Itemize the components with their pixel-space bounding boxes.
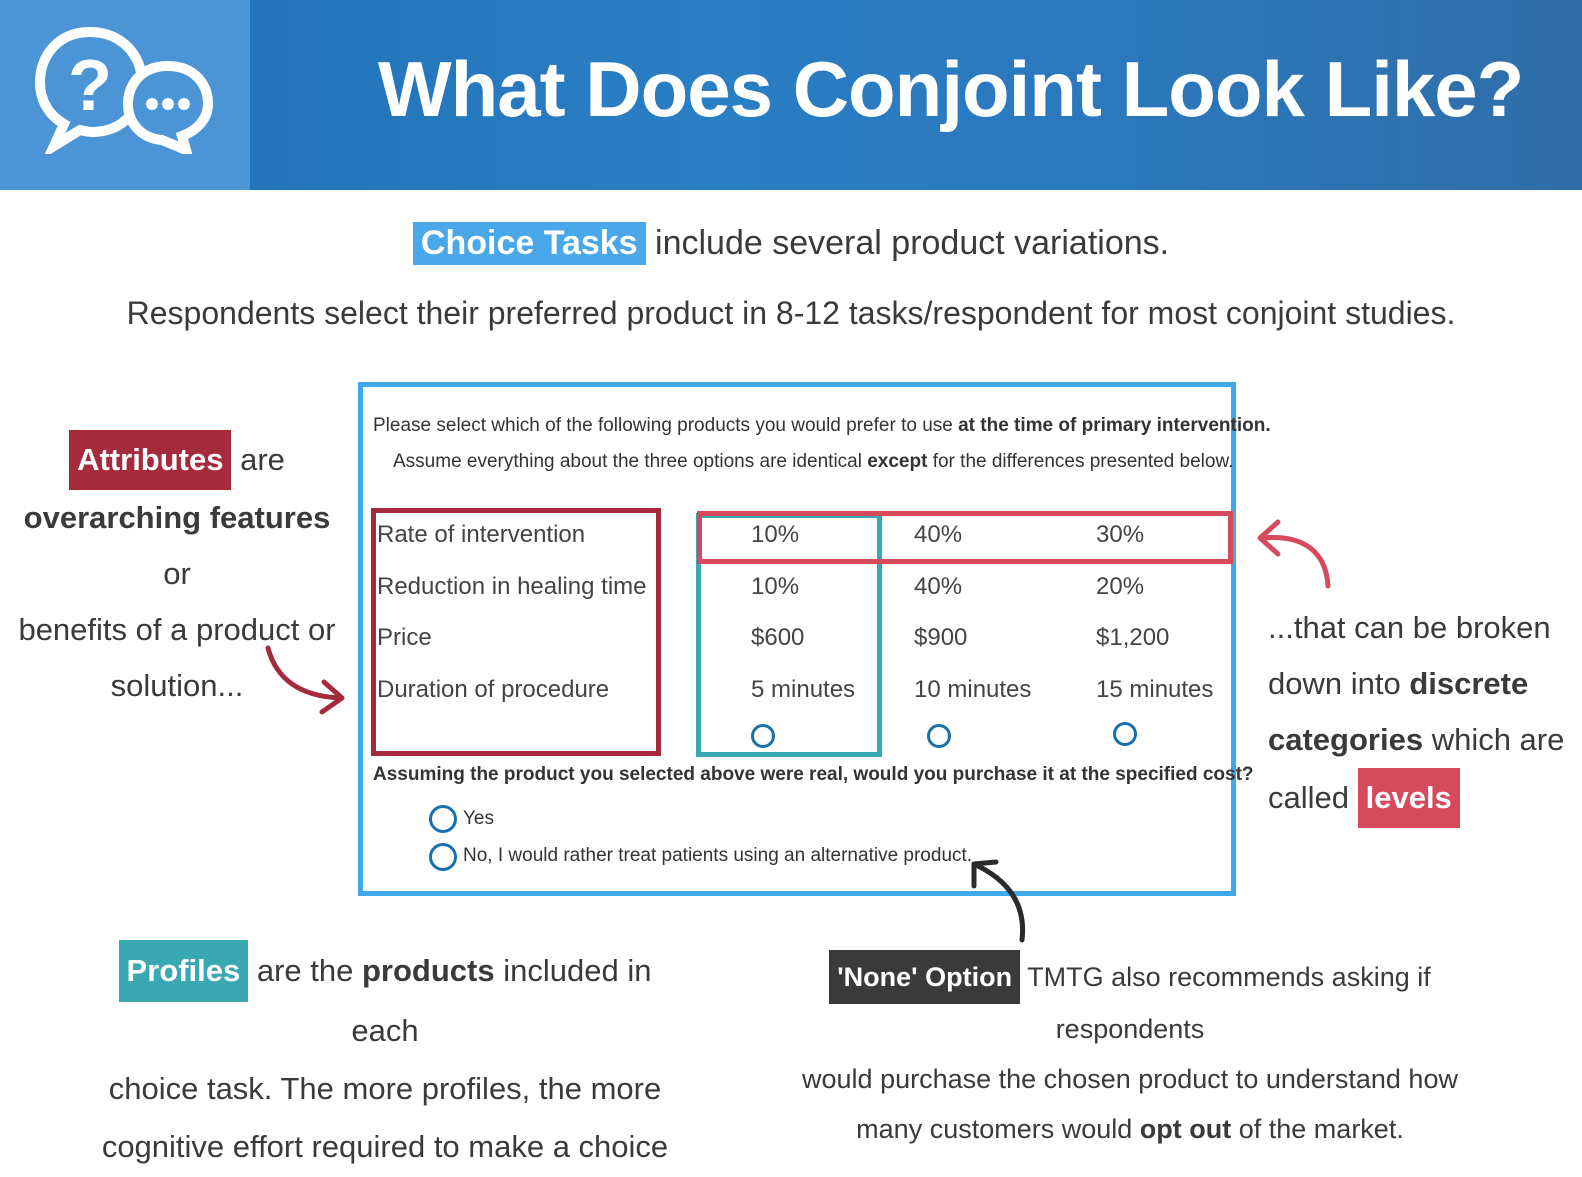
levels-note-bold: discrete [1409,666,1529,701]
profile-3-value: $1,200 [1096,624,1170,651]
profiles-note-text: are the [248,953,362,988]
svg-text:?: ? [68,46,112,126]
levels-note-text: which are [1423,722,1565,757]
yes-label: Yes [463,808,494,829]
profile-2-value: 40% [914,521,963,548]
levels-note-text: ...that can be broken [1268,610,1551,645]
none-option-arrow-icon [971,859,1026,943]
survey-assumption-text: Assume everything about the three option… [393,451,868,472]
profiles-note-text: included in each [351,953,652,1048]
survey-question-bold: at the time of primary intervention. [958,415,1271,436]
profile-2-value: 10 minutes [914,676,1032,703]
profiles-highlight: Profiles [118,940,249,1002]
attributes-note-text: solution... [110,668,244,703]
none-option-note: 'None' Option TMTG also recommends askin… [780,950,1480,1154]
attribute-label: Price [377,624,432,651]
attributes-arrow-icon [265,645,345,715]
attribute-label: Reduction in healing time [377,573,647,600]
choice-tasks-highlight: Choice Tasks [412,222,646,265]
yes-radio[interactable] [429,805,457,833]
attributes-note: Attributes are overarching features or b… [14,430,340,714]
profile-1-value: $600 [751,624,805,651]
levels-highlight: levels [1357,768,1460,828]
none-option-bold: opt out [1139,1114,1232,1144]
page-title: What Does Conjoint Look Like? [378,45,1524,133]
attributes-note-text: or [163,556,191,591]
no-label: No, I would rather treat patients using … [463,845,973,866]
profile-3-value: 30% [1096,521,1145,548]
profile-1-radio[interactable] [751,724,775,748]
profiles-note-bold: products [362,953,495,988]
levels-note-text: down into [1268,666,1410,701]
profile-2-value: 40% [914,573,963,600]
levels-note-text: called [1268,780,1358,815]
profile-2-radio[interactable] [927,724,951,748]
attributes-note-text: benefits of a product or [18,612,336,647]
none-option-text: would purchase the chosen product to und… [802,1064,1458,1094]
intro-line-1-text: include several product variations. [645,224,1170,262]
profile-3-value: 20% [1096,573,1145,600]
levels-box [697,511,1233,564]
none-option-highlight: 'None' Option [829,950,1021,1004]
attributes-highlight: Attributes [69,430,232,490]
header-icon-box: ? [0,0,250,190]
none-option-text: many customers would [856,1114,1140,1144]
none-option-text: TMTG also recommends asking if responden… [1020,962,1431,1044]
intro-line-1: Choice Tasks include several product var… [0,222,1582,265]
survey-assumption-bold: except [867,451,928,472]
attribute-label: Duration of procedure [377,676,610,703]
header-banner: ? What Does Conjoint Look Like? [0,0,1582,190]
levels-note-bold: categories [1268,722,1424,757]
choice-task-survey: Please select which of the following pro… [358,382,1271,896]
levels-arrow-icon [1257,519,1331,589]
profile-1-value: 5 minutes [751,676,856,703]
survey-question: Please select which of the following pro… [373,415,1271,437]
profile-3-value: 15 minutes [1096,676,1214,703]
survey-question-text: Please select which of the following pro… [373,415,959,436]
survey-assumption: Assume everything about the three option… [393,451,1233,473]
purchase-question: Assuming the product you selected above … [373,764,1254,785]
intro-line-2: Respondents select their preferred produ… [126,295,1456,331]
attribute-label: Rate of intervention [377,521,586,548]
profiles-note: Profiles are the products included in ea… [90,940,680,1176]
profile-1-value: 10% [751,573,800,600]
survey-assumption-text: for the differences presented below. [927,451,1234,472]
question-chat-icon: ? [34,26,214,154]
attributes-note-text: are [231,442,285,477]
profile-3-radio[interactable] [1113,722,1137,746]
levels-note: ...that can be broken down into discrete… [1268,600,1568,828]
none-option-text: of the market. [1231,1114,1404,1144]
no-radio[interactable] [429,843,457,871]
attributes-box [371,508,661,756]
profile-2-value: $900 [914,624,968,651]
profile-1-value: 10% [751,521,800,548]
profiles-note-text: choice task. The more profiles, the more [108,1071,662,1106]
attributes-note-bold: overarching features [23,500,331,535]
profiles-note-text: cognitive effort required to make a choi… [101,1129,669,1164]
